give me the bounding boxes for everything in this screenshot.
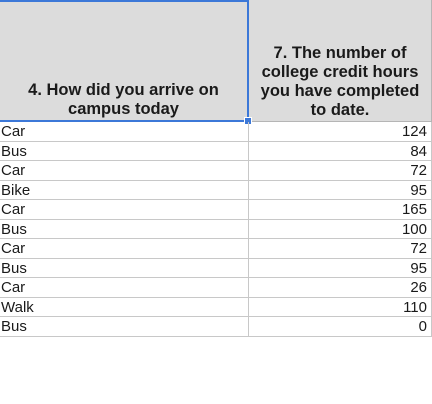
cell-arrival[interactable]: Car bbox=[0, 200, 249, 219]
table-row: Walk 110 bbox=[0, 297, 432, 317]
table-row: Car 72 bbox=[0, 161, 432, 181]
table-row: Car 124 bbox=[0, 122, 432, 142]
cell-credit-hours[interactable]: 72 bbox=[249, 239, 432, 258]
header-row: 4. How did you arrive on campus today 7.… bbox=[0, 0, 432, 125]
header-cell-arrival[interactable]: 4. How did you arrive on campus today bbox=[0, 0, 249, 122]
data-rows: Car 124 Bus 84 Car 72 Bike 95 Car 165 Bu… bbox=[0, 122, 432, 337]
cell-credit-hours[interactable]: 0 bbox=[249, 317, 432, 336]
table-row: Bike 95 bbox=[0, 180, 432, 200]
table-row: Bus 0 bbox=[0, 317, 432, 337]
cell-credit-hours[interactable]: 95 bbox=[249, 180, 432, 199]
cell-credit-hours[interactable]: 72 bbox=[249, 161, 432, 180]
cell-arrival[interactable]: Car bbox=[0, 161, 249, 180]
table-row: Bus 84 bbox=[0, 141, 432, 161]
cell-arrival[interactable]: Car bbox=[0, 278, 249, 297]
table-row: Car 72 bbox=[0, 239, 432, 259]
cell-arrival[interactable]: Car bbox=[0, 122, 249, 141]
header-cell-credit-hours[interactable]: 7. The number of college credit hours yo… bbox=[249, 0, 432, 122]
table-row: Bus 100 bbox=[0, 219, 432, 239]
cell-credit-hours[interactable]: 110 bbox=[249, 297, 432, 316]
cell-arrival[interactable]: Bus bbox=[0, 141, 249, 160]
cell-arrival[interactable]: Bus bbox=[0, 317, 249, 336]
cell-credit-hours[interactable]: 100 bbox=[249, 219, 432, 238]
cell-credit-hours[interactable]: 165 bbox=[249, 200, 432, 219]
header-label-arrival: 4. How did you arrive on campus today bbox=[28, 81, 219, 118]
cell-credit-hours[interactable]: 84 bbox=[249, 141, 432, 160]
cell-arrival[interactable]: Car bbox=[0, 239, 249, 258]
cell-arrival[interactable]: Bike bbox=[0, 180, 249, 199]
cell-credit-hours[interactable]: 95 bbox=[249, 258, 432, 277]
cell-arrival[interactable]: Walk bbox=[0, 297, 249, 316]
cell-arrival[interactable]: Bus bbox=[0, 219, 249, 238]
cell-credit-hours[interactable]: 124 bbox=[249, 122, 432, 141]
cell-credit-hours[interactable]: 26 bbox=[249, 278, 432, 297]
table-row: Car 26 bbox=[0, 278, 432, 298]
table-row: Bus 95 bbox=[0, 258, 432, 278]
table-row: Car 165 bbox=[0, 200, 432, 220]
header-label-credit-hours: 7. The number of college credit hours yo… bbox=[260, 44, 420, 119]
cell-arrival[interactable]: Bus bbox=[0, 258, 249, 277]
